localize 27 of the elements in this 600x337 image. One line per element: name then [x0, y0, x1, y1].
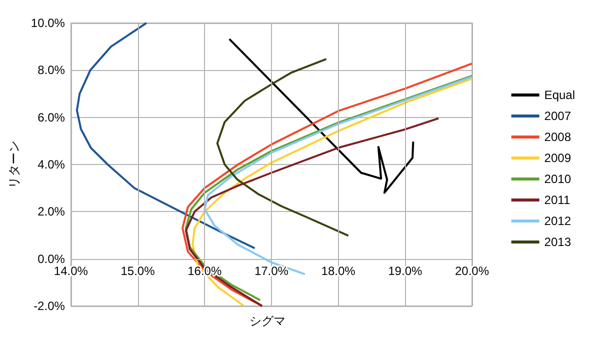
legend-label: 2010	[544, 172, 572, 186]
legend-label: 2013	[544, 235, 572, 249]
x-tick-label: 18.0%	[321, 264, 356, 278]
legend-label: 2007	[544, 109, 572, 123]
x-tick-label: 20.0%	[454, 264, 490, 278]
x-tick-label: 17.0%	[254, 264, 289, 278]
y-tick-label: 8.0%	[38, 63, 66, 78]
line-series	[184, 117, 440, 307]
legend-label: 2011	[544, 193, 570, 207]
x-tick-label: 14.0%	[54, 264, 88, 278]
y-tick-label: 0.0%	[38, 252, 66, 266]
y-tick-label: -2.0%	[34, 299, 66, 313]
line-series	[76, 22, 256, 250]
line-series	[216, 58, 350, 237]
line-series	[228, 38, 414, 194]
y-tick-label: 2.0%	[38, 204, 66, 219]
x-axis-title: シグマ	[250, 314, 286, 328]
legend-label: 2008	[544, 130, 572, 144]
x-tick-label: 19.0%	[388, 264, 422, 278]
legend-label: Equal	[544, 88, 576, 102]
y-tick-label: 10.0%	[30, 16, 66, 30]
y-tick-label: 6.0%	[38, 110, 66, 124]
legend-label: 2012	[544, 214, 572, 228]
legend-label: 2009	[544, 151, 572, 165]
y-axis-title: リターン	[7, 140, 21, 188]
y-tick-label: 4.0%	[38, 158, 66, 172]
x-tick-label: 15.0%	[120, 264, 156, 278]
